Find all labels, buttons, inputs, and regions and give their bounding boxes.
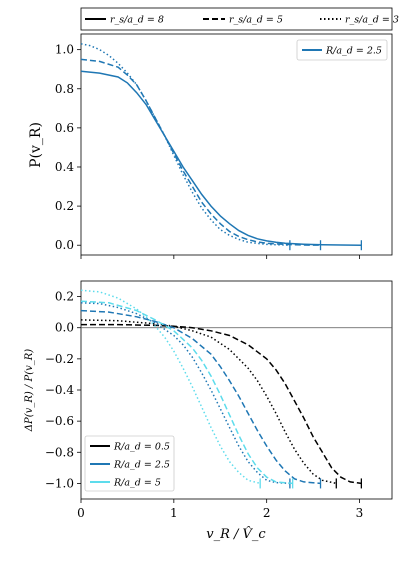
bottom-plot-lines xyxy=(80,289,392,489)
x-tick-label: 3 xyxy=(356,506,364,520)
top-legend-label-solid: r_s/a_d = 8 xyxy=(110,15,164,26)
y-tick-label: 0.6 xyxy=(55,121,74,135)
top-panel-frame xyxy=(80,33,393,256)
top-y-axis-label: P(v_R) xyxy=(28,122,44,168)
y-tick-label: −0.2 xyxy=(45,352,74,366)
y-tick-label: 0.8 xyxy=(55,82,74,96)
bottom-panel: 0.2 0.0 −0.2 −0.4 −0.6 −0.8 −1.0 0 1 2 3 R/a_d = 0… xyxy=(24,280,393,542)
top-legend-label-dashed: r_s/a_d = 5 xyxy=(229,15,283,26)
x-axis-label: v_R / V̂_c xyxy=(206,526,266,542)
y-tick-label: −0.4 xyxy=(45,383,75,397)
top-axis-ticks: 0.0 0.2 0.4 0.6 0.8 1.0 xyxy=(55,43,360,259)
y-tick-label: −0.8 xyxy=(45,445,74,459)
bottom-legend-label-blue: R/a_d = 2.5 xyxy=(113,460,170,471)
series-line-dashed xyxy=(80,58,321,246)
y-tick-label: 0.0 xyxy=(55,238,74,252)
series-line-solid xyxy=(80,70,362,246)
bottom-y-axis-label: ΔP(v_R) / P(v_R) xyxy=(24,349,35,432)
bottom-legend-label-cyan: R/a_d = 5 xyxy=(113,478,161,489)
series-line-dashed xyxy=(80,309,321,485)
y-tick-label: 0.0 xyxy=(55,321,74,335)
bottom-axis-ticks: 0.2 0.0 −0.2 −0.4 −0.6 −0.8 −1.0 0 1 2 3 xyxy=(45,290,363,520)
inner-legend-frame xyxy=(296,39,388,61)
top-legend-label-dotted: r_s/a_d = 3 xyxy=(345,15,399,26)
x-tick-label: 1 xyxy=(170,506,178,520)
series-line-dotted xyxy=(80,319,337,485)
series-line-dotted xyxy=(80,302,290,485)
x-tick-label: 0 xyxy=(77,506,85,520)
series-line-dashed xyxy=(80,300,293,485)
y-tick-label: −0.6 xyxy=(45,414,74,428)
y-tick-label: 0.4 xyxy=(55,160,74,174)
series-line-dotted xyxy=(80,43,290,246)
x-tick-label: 2 xyxy=(263,506,271,520)
top-legend-frame xyxy=(80,7,393,31)
top-plot-lines xyxy=(80,43,363,251)
top-panel: 0.0 0.2 0.4 0.6 0.8 1.0 R/a_d = 2.5 P(v_R) xyxy=(28,33,393,259)
y-tick-label: 0.2 xyxy=(55,290,74,304)
top-legend: r_s/a_d = 8 r_s/a_d = 5 r_s/a_d = 3 xyxy=(80,7,399,31)
series-line-dotted xyxy=(80,289,261,485)
y-tick-label: 0.2 xyxy=(55,199,74,213)
y-tick-label: −1.0 xyxy=(45,476,74,490)
y-tick-label: 1.0 xyxy=(55,43,74,57)
bottom-legend-frame xyxy=(84,435,175,492)
bottom-legend: R/a_d = 0.5 R/a_d = 2.5 R/a_d = 5 xyxy=(84,435,175,492)
bottom-legend-label-black: R/a_d = 0.5 xyxy=(113,442,170,453)
inner-legend: R/a_d = 2.5 xyxy=(296,39,388,61)
inner-legend-label: R/a_d = 2.5 xyxy=(325,46,382,57)
